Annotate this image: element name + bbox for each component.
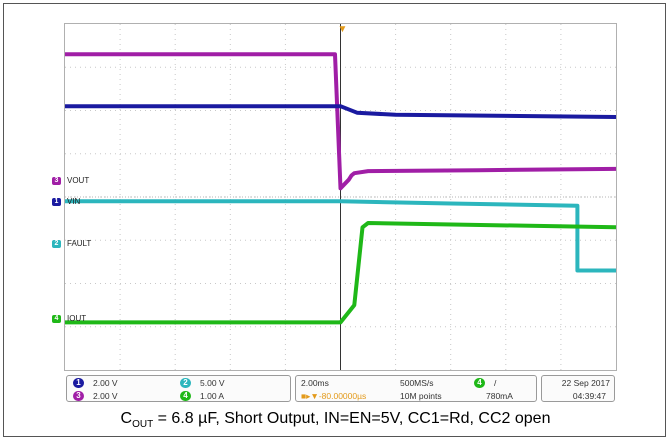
caption-text: = 6.8 µF, Short Output, IN=EN=5V, CC1=Rd… — [153, 410, 551, 427]
timebase-panel: 2.00ms ■▸▼-80.00000µs 500MS/s 10M points… — [295, 375, 537, 402]
channel-iout-label: IOUT — [67, 314, 87, 324]
date-time-panel: 22 Sep 2017 04:39:47 — [541, 375, 615, 402]
oscilloscope-screen: ▼ — [64, 23, 617, 371]
scope-status-bar: 1 2.00 V 3 2.00 V 2 5.00 V 4 1.00 A 2.00… — [64, 373, 617, 404]
trigger-marker: ▼ — [338, 24, 348, 35]
caption-c-symbol: C — [120, 410, 133, 427]
oscilloscope-plot: ▼ — [65, 24, 616, 370]
channel-fault-marker: 2 — [52, 239, 61, 248]
channel-iout-marker: 4 — [52, 315, 61, 324]
sample-rate: 500MS/s — [400, 378, 434, 388]
ch3-badge: 3 — [73, 391, 84, 401]
trace-vout — [65, 52, 616, 191]
date: 22 Sep 2017 — [561, 378, 610, 388]
channel-fault-label: FAULT — [67, 238, 92, 248]
channel-vin-label: VIN — [67, 197, 81, 207]
channel-vout-marker: 3 — [52, 176, 61, 185]
ch4-scale: 1.00 A — [200, 391, 225, 401]
trigger-position-icon: ■▸▼ — [301, 391, 319, 401]
record-length: 10M points — [400, 391, 442, 401]
trace-iout — [65, 221, 616, 325]
ch4-badge: 4 — [180, 391, 191, 401]
trigger-slope: / — [494, 378, 497, 388]
caption-c-subscript: OUT — [132, 419, 154, 431]
time: 04:39:47 — [572, 391, 606, 401]
trigger-offset: ■▸▼-80.00000µs — [301, 391, 367, 401]
trace-vin — [65, 104, 616, 119]
trigger-level: 780mA — [486, 391, 513, 401]
trace-fault — [65, 199, 616, 273]
ch1-scale: 2.00 V — [93, 378, 118, 388]
channel-scale-panel: 1 2.00 V 3 2.00 V 2 5.00 V 4 1.00 A — [66, 375, 291, 402]
timebase: 2.00ms — [301, 378, 329, 388]
ch2-badge: 2 — [180, 378, 191, 388]
ch2-scale: 5.00 V — [200, 378, 225, 388]
channel-vin-marker: 1 — [52, 198, 61, 207]
trigger-channel-badge: 4 — [474, 378, 485, 388]
figure-caption: COUT = 6.8 µF, Short Output, IN=EN=5V, C… — [0, 410, 671, 430]
channel-vout-label: VOUT — [67, 175, 90, 185]
ch3-scale: 2.00 V — [93, 391, 118, 401]
ch1-badge: 1 — [73, 378, 84, 388]
